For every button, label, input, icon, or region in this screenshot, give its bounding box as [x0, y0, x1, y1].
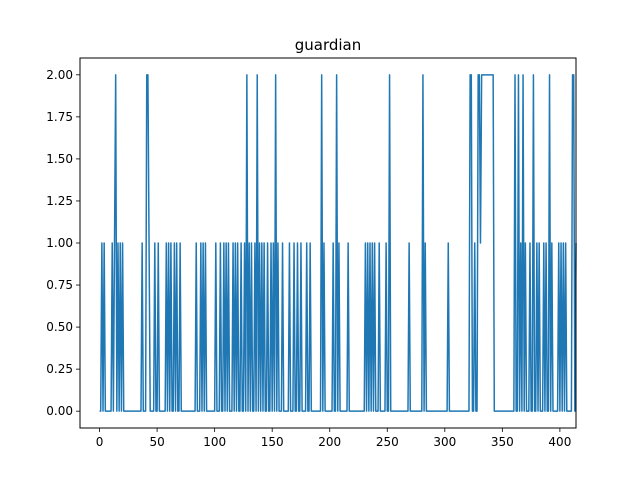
x-tick-label: 150 [261, 435, 284, 449]
x-tick-label: 400 [548, 435, 571, 449]
y-tick-label: 0.50 [46, 320, 73, 334]
x-tick-label: 200 [318, 435, 341, 449]
y-tick-label: 2.00 [46, 68, 73, 82]
y-tick-label: 0.00 [46, 404, 73, 418]
x-tick-label: 300 [433, 435, 456, 449]
x-tick-label: 100 [203, 435, 226, 449]
series-line-0 [99, 74, 577, 412]
x-tick-label: 350 [491, 435, 514, 449]
chart-title: guardian [295, 36, 362, 54]
y-tick-label: 1.75 [46, 110, 73, 124]
y-tick-label: 1.50 [46, 152, 73, 166]
x-tick-label: 0 [96, 435, 104, 449]
y-tick-label: 1.00 [46, 236, 73, 250]
x-axis: 0 50 100 150 200 250 300 350 400 [96, 428, 571, 449]
y-tick-label: 0.25 [46, 362, 73, 376]
y-tick-label: 1.25 [46, 194, 73, 208]
y-axis: 0.00 0.25 0.50 0.75 1.00 1.25 1.50 1.75 2.00 [46, 68, 80, 418]
x-tick-label: 50 [149, 435, 164, 449]
x-tick-label: 250 [376, 435, 399, 449]
y-tick-label: 0.75 [46, 278, 73, 292]
